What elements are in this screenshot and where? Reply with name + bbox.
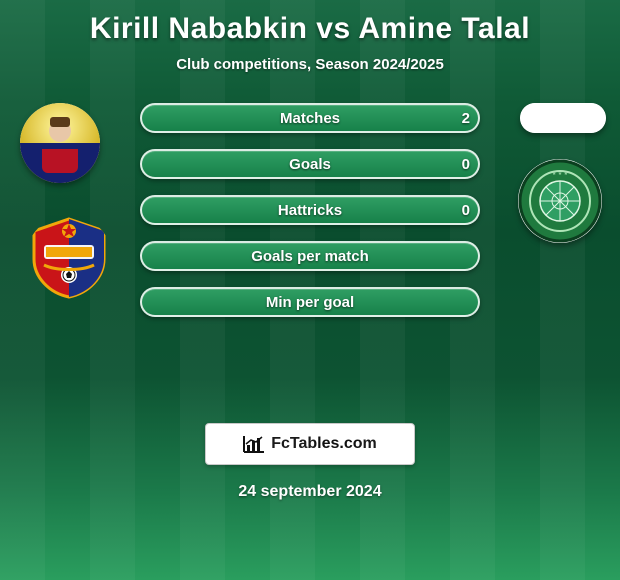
- stat-bar-left: [140, 195, 480, 225]
- svg-text:★ ★ ★: ★ ★ ★: [552, 171, 569, 177]
- stat-bars: Matches2 Goals0 Hattricks0 Goals per match M…: [140, 103, 480, 333]
- stat-value-left: 0: [462, 195, 470, 225]
- right-column: ★ ★ ★: [500, 103, 620, 423]
- stat-row: Goals per match: [140, 241, 480, 271]
- comparison-stage: ★ ★ ★ Matches2 Goals0 Hattricks0 Goals per …: [0, 103, 620, 423]
- club-left-logo: [26, 215, 112, 301]
- stat-bar-left: [140, 103, 480, 133]
- brand-label: FcTables.com: [271, 435, 377, 453]
- player-left-avatar: [20, 103, 100, 183]
- subtitle: Club competitions, Season 2024/2025: [0, 56, 620, 73]
- stat-value-left: 0: [462, 149, 470, 179]
- stat-row: Goals0: [140, 149, 480, 179]
- stat-bar-left: [140, 287, 480, 317]
- page-title: Kirill Nababkin vs Amine Talal: [0, 0, 620, 46]
- left-column: [0, 103, 120, 423]
- stat-row: Hattricks0: [140, 195, 480, 225]
- stat-value-left: 2: [462, 103, 470, 133]
- brand-badge: FcTables.com: [205, 423, 415, 465]
- club-right-logo: ★ ★ ★: [518, 159, 602, 243]
- stat-bar-left: [140, 241, 480, 271]
- stat-row: Matches2: [140, 103, 480, 133]
- stat-row: Min per goal: [140, 287, 480, 317]
- chart-icon: [243, 435, 265, 453]
- player-right-avatar: [520, 103, 606, 133]
- date-label: 24 september 2024: [0, 483, 620, 501]
- stat-bar-left: [140, 149, 480, 179]
